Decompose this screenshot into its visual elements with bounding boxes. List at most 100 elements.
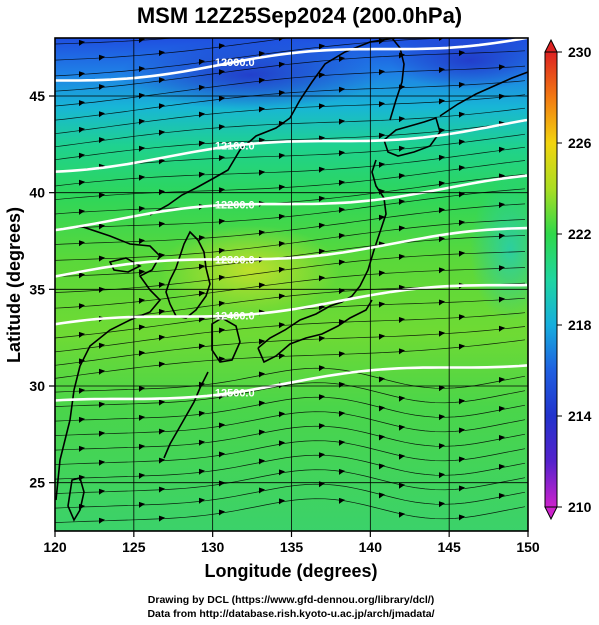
- y-tick-label: 25: [29, 475, 45, 491]
- wind-arrow-head: [99, 401, 105, 408]
- streamline: [55, 483, 526, 509]
- wind-arrow-head: [399, 173, 405, 180]
- wind-arrow-head: [339, 233, 345, 239]
- wind-arrow-head: [279, 498, 285, 505]
- colorbar-tick-label: 226: [568, 135, 592, 151]
- wind-arrow-head: [219, 451, 225, 458]
- wind-arrow-head: [219, 356, 225, 363]
- cold-region: [120, 40, 380, 110]
- wind-arrow-head: [459, 82, 465, 88]
- wind-arrow-head: [159, 361, 165, 368]
- wind-arrow-head: [199, 171, 205, 178]
- wind-arrow-head: [459, 398, 465, 405]
- contour-label: 12300.0: [215, 254, 255, 266]
- streamline: [55, 120, 526, 161]
- streamline: [55, 469, 526, 494]
- wind-arrow-head: [499, 1, 505, 7]
- wind-arrow-head: [439, 472, 445, 479]
- wind-arrow-head: [339, 56, 345, 62]
- wind-arrow-head: [499, 146, 505, 153]
- wind-arrow-head: [139, 385, 145, 392]
- streamline: [55, 188, 526, 230]
- wind-arrow-head: [499, 377, 505, 383]
- wind-arrow-head: [139, 297, 145, 304]
- wind-arrow-head: [219, 155, 225, 162]
- wind-arrow-head: [339, 150, 345, 157]
- warm-region: [160, 225, 340, 315]
- wind-arrow-head: [279, 293, 285, 300]
- wind-arrow-head: [399, 424, 405, 431]
- wind-arrow-head: [219, 300, 225, 307]
- wind-arrow-head: [499, 93, 505, 100]
- streamline: [55, 80, 526, 121]
- wind-arrow-head: [279, 153, 285, 159]
- streamline: [55, 251, 526, 293]
- x-tick-label: 120: [43, 539, 67, 555]
- wind-arrow-head: [379, 270, 385, 277]
- wind-arrow-head: [219, 218, 225, 225]
- credit-drawing: Drawing by DCL (https://www.gfd-dennou.o…: [148, 594, 434, 606]
- wind-arrow-head: [219, 422, 225, 429]
- wind-arrow-head: [219, 480, 225, 487]
- streamline: [55, 312, 526, 353]
- wind-arrow-head: [79, 240, 85, 247]
- wind-arrow-head: [259, 282, 265, 289]
- wind-arrow-head: [219, 247, 225, 254]
- wind-arrow-head: [99, 517, 105, 524]
- wind-arrow-head: [139, 350, 145, 357]
- wind-arrow-head: [199, 439, 205, 446]
- streamline: [55, 219, 526, 261]
- wind-arrow-head: [439, 207, 445, 214]
- wind-arrow-head: [159, 252, 165, 259]
- coastline-manchuria: [149, 38, 396, 216]
- colorbar-tick-label: 230: [568, 44, 592, 60]
- wind-arrow-head: [499, 493, 505, 499]
- wind-arrow-head: [219, 124, 225, 131]
- wind-arrow-head: [459, 219, 465, 226]
- streamline: [55, 38, 291, 61]
- wind-arrow-head: [399, 348, 405, 355]
- wind-arrow-head: [339, 259, 345, 266]
- wind-arrow-head: [99, 223, 105, 230]
- wind-arrow-head: [219, 509, 225, 516]
- streamline: [55, 146, 526, 187]
- wind-arrow-head: [339, 439, 345, 446]
- x-tick-label: 150: [516, 539, 540, 555]
- wind-arrow-head: [199, 84, 205, 91]
- wind-arrow-head: [319, 394, 325, 401]
- wind-arrow-head: [339, 86, 345, 93]
- wind-arrow-head: [279, 440, 285, 447]
- wind-arrow-head: [319, 43, 325, 50]
- streamline: [55, 107, 526, 148]
- coastline-kurils: [439, 71, 528, 117]
- wind-arrow-head: [319, 335, 325, 342]
- wind-arrow-head: [379, 463, 385, 470]
- wind-arrow-head: [139, 145, 145, 152]
- wind-arrow-head: [399, 199, 405, 205]
- wind-arrow-head: [139, 66, 145, 73]
- wind-arrow-head: [199, 111, 205, 118]
- wind-arrow-head: [399, 116, 405, 123]
- wind-arrow-head: [79, 272, 85, 279]
- wind-arrow-head: [439, 267, 445, 274]
- wind-arrow-head: [459, 250, 465, 257]
- wind-arrow-head: [339, 410, 345, 417]
- wind-arrow-head: [319, 72, 325, 79]
- wind-arrow-head: [499, 296, 505, 303]
- wind-arrow-head: [339, 497, 345, 504]
- y-tick-label: 40: [29, 185, 45, 201]
- cold-region-east: [390, 38, 528, 90]
- wind-arrow-head: [99, 286, 105, 293]
- contour-label: 12100.0: [215, 141, 255, 153]
- wind-arrow-head: [199, 497, 205, 504]
- wind-arrow-head: [259, 106, 265, 113]
- wind-arrow-head: [319, 166, 325, 173]
- wind-arrow-head: [159, 129, 165, 136]
- wind-arrow-head: [199, 410, 205, 417]
- wind-arrow-head: [199, 290, 205, 297]
- contour-label: 12200.0: [215, 200, 255, 212]
- streamline: [55, 382, 526, 407]
- wind-arrow-head: [499, 464, 505, 470]
- wind-arrow-head: [79, 126, 85, 133]
- wind-arrow-head: [139, 38, 145, 43]
